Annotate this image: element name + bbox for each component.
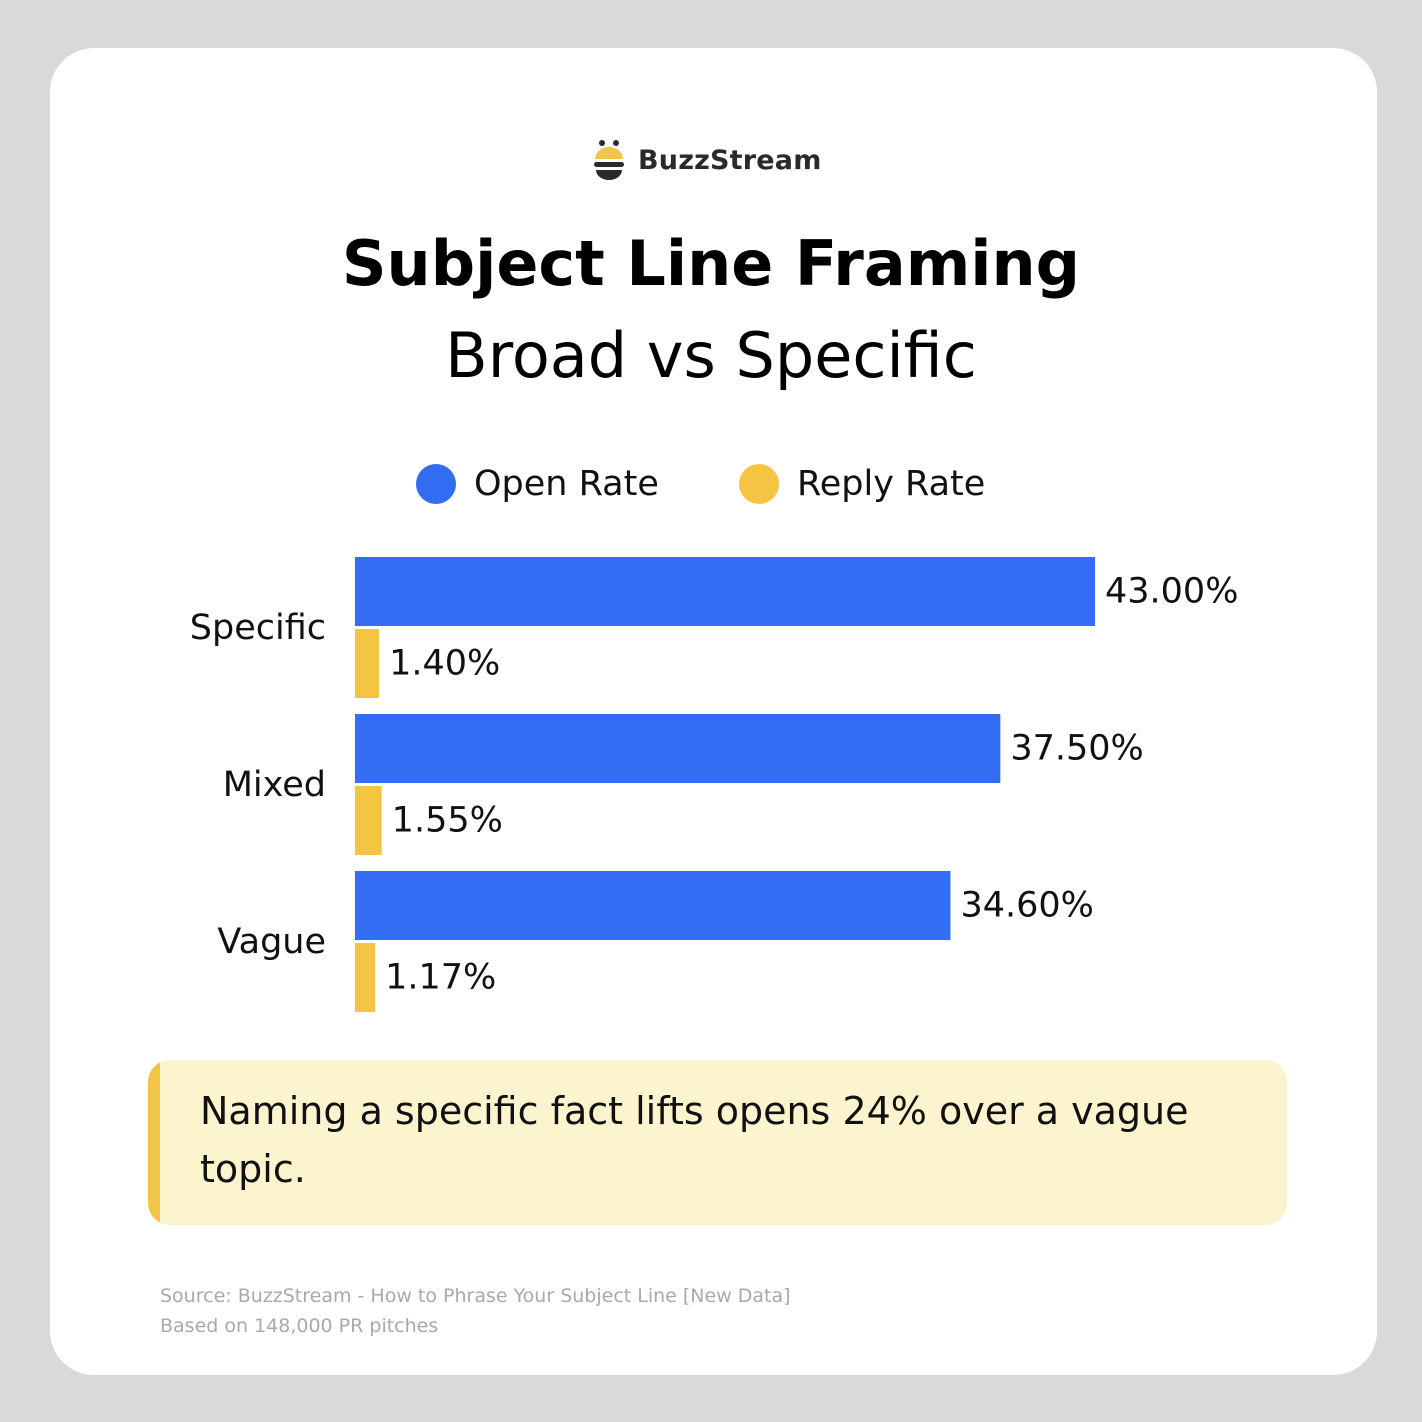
brand-logo: BuzzStream (592, 136, 822, 184)
source-note: Source: BuzzStream - How to Phrase Your … (160, 1283, 791, 1309)
legend-label-reply-rate: Reply Rate (797, 464, 985, 504)
chart-title: Subject Line Framing (0, 222, 1422, 306)
legend-swatch-open-rate (416, 464, 456, 504)
bee-icon (592, 137, 628, 183)
chart-legend: Open Rate Reply Rate (0, 462, 1422, 506)
brand-name: BuzzStream (638, 145, 822, 176)
chart-subtitle: Broad vs Specific (0, 314, 1422, 398)
sample-note: Based on 148,000 PR pitches (160, 1313, 438, 1339)
legend-swatch-reply-rate (739, 464, 779, 504)
legend-label-open-rate: Open Rate (474, 464, 659, 504)
legend-item-reply-rate: Reply Rate (739, 462, 985, 506)
callout-text: Naming a specific fact lifts opens 24% o… (200, 1082, 1250, 1198)
insight-callout: Naming a specific fact lifts opens 24% o… (148, 1060, 1287, 1225)
callout-accent-bar (148, 1060, 160, 1225)
legend-item-open-rate: Open Rate (416, 462, 659, 506)
